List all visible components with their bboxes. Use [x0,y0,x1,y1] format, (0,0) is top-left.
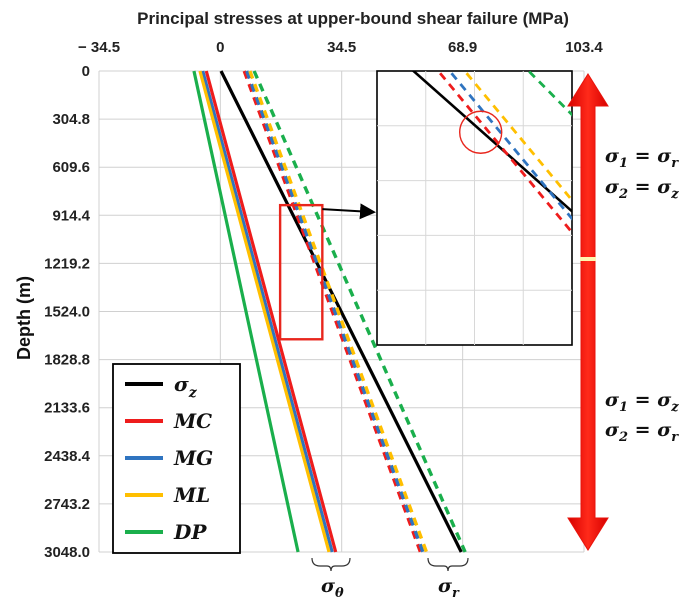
y-tick-label: 2438.4 [44,448,91,465]
y-tick-label: 0 [82,63,90,80]
inset-series-line-0 [411,71,572,214]
x-tick-label: 68.9 [448,39,477,56]
legend-label-1: MC [173,409,212,433]
relation-1-0: σ1 = σz [605,389,679,415]
legend-label-4: DP [173,520,207,544]
arrow-divider [580,257,596,261]
y-axis-label: Depth (m) [14,276,34,360]
inset-series-line-8 [526,71,572,117]
y-tick-label: 3048.0 [44,544,90,561]
bracket-1 [427,557,469,572]
y-tick-label: 914.4 [52,207,90,224]
zoom-box [278,203,324,341]
intersection-circle-0 [458,110,503,154]
series-line-2 [201,70,334,553]
series-line-7 [248,70,429,553]
series-line-1 [204,70,338,553]
y-tick-label: 304.8 [52,111,90,128]
series-line-0 [219,70,463,553]
double-arrow [567,73,609,551]
legend-label-0: σz [174,372,198,401]
bracket-label-0: σθ [321,575,344,601]
zoom-pointer-arrow [322,203,376,220]
chart-title: Principal stresses at upper-bound shear … [137,9,569,28]
x-tick-label: 103.4 [565,39,603,56]
series-line-5 [242,70,423,553]
x-tick-label: 0 [216,39,224,56]
legend-label-3: ML [173,483,210,507]
x-tick-label: − 34.5 [78,39,120,56]
bracket-label-1: σr [438,575,460,601]
y-tick-label: 2743.2 [44,496,90,513]
relation-0-0: σ1 = σr [605,145,679,171]
series-line-3 [198,70,331,553]
y-tick-label: 1219.2 [44,255,90,272]
series-line-8 [252,70,467,553]
y-tick-label: 2133.6 [44,400,90,417]
x-tick-label: 34.5 [327,39,356,56]
y-tick-label: 609.6 [52,159,90,176]
y-tick-label: 1524.0 [44,304,90,321]
relation-1-1: σ2 = σr [605,419,679,445]
series-line-6 [245,70,425,553]
inset-series-line-5 [436,71,572,235]
bracket-0 [311,557,351,572]
series-line-4 [192,70,300,553]
zoom-inset-content [377,71,658,345]
relation-0-1: σ2 = σz [605,176,679,202]
legend-label-2: MG [173,446,213,470]
y-tick-label: 1828.8 [44,352,90,369]
intersection-circle-1 [616,250,658,292]
inset-series-line-6 [447,71,572,221]
